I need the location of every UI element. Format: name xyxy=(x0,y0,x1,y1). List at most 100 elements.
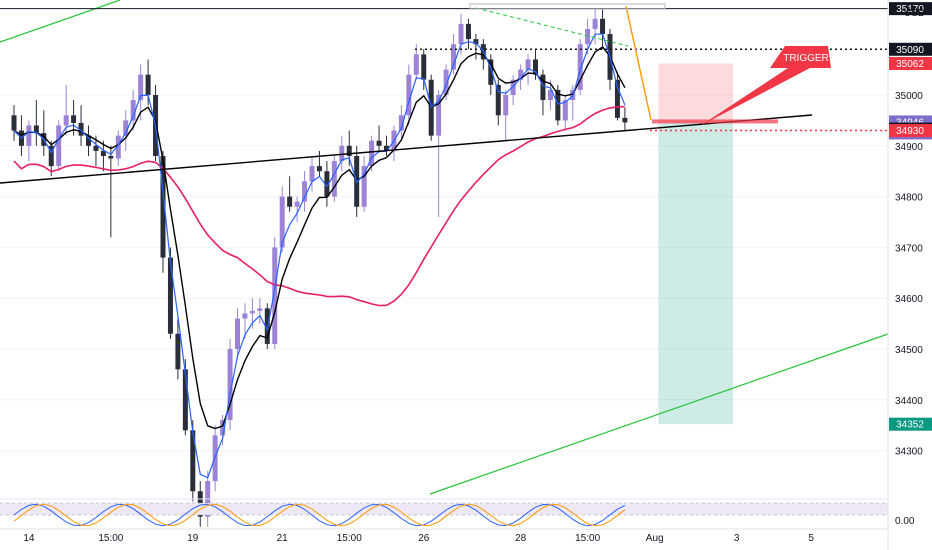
time-axis[interactable]: 14 15:00 19 21 15:00 26 28 15:00 Aug 3 5 xyxy=(0,528,888,544)
channel-line-lower[interactable] xyxy=(429,333,889,495)
candle-body[interactable] xyxy=(585,28,591,45)
candle-body[interactable] xyxy=(562,100,568,121)
osc-k-line xyxy=(13,503,626,527)
candle-body[interactable] xyxy=(473,39,479,45)
price-axis[interactable]: 35000 34900 34800 34700 34600 34500 34400 34300… xyxy=(887,0,932,550)
candle-body[interactable] xyxy=(287,196,293,207)
candle-body[interactable] xyxy=(264,308,270,344)
candle-body[interactable] xyxy=(555,89,561,121)
candle-body[interactable] xyxy=(376,140,382,146)
ema-slow-line xyxy=(13,45,626,430)
candle-body[interactable] xyxy=(33,125,39,134)
candle-body[interactable] xyxy=(190,430,196,492)
support-trendline[interactable] xyxy=(0,114,813,184)
candle-body[interactable] xyxy=(533,59,538,75)
candle-body[interactable] xyxy=(413,54,419,75)
candle-body[interactable] xyxy=(331,161,337,197)
candle-body[interactable] xyxy=(600,18,606,35)
time-tick-label: 19 xyxy=(187,533,199,544)
candle-body[interactable] xyxy=(510,79,516,95)
drawings-layer[interactable]: TRIGGER xyxy=(0,0,889,495)
candle-body[interactable] xyxy=(160,155,166,258)
candle-body[interactable] xyxy=(547,89,553,101)
candle-body[interactable] xyxy=(339,145,345,162)
candle-body[interactable] xyxy=(294,201,300,207)
ema-fast-line xyxy=(13,33,626,479)
candle-body[interactable] xyxy=(384,145,389,151)
candle-body[interactable] xyxy=(227,349,233,421)
candle-body[interactable] xyxy=(71,115,77,123)
candle-body[interactable] xyxy=(115,135,121,159)
callout-box xyxy=(770,46,831,68)
take-profit-zone[interactable] xyxy=(658,122,733,425)
candle-body[interactable] xyxy=(443,69,449,95)
candle-body[interactable] xyxy=(130,100,136,121)
price-tick-label: 34800 xyxy=(895,193,923,204)
time-tick-label: 26 xyxy=(418,533,430,544)
candle-body[interactable] xyxy=(108,155,114,159)
candle-body[interactable] xyxy=(302,181,308,202)
price-badge-35062[interactable] xyxy=(889,57,932,71)
candle-body[interactable] xyxy=(361,166,367,207)
candle-body[interactable] xyxy=(622,117,628,123)
candle-body[interactable] xyxy=(145,74,151,95)
candle-body[interactable] xyxy=(48,145,54,167)
candle-body[interactable] xyxy=(465,23,471,40)
candle-body[interactable] xyxy=(614,79,620,118)
candle-body[interactable] xyxy=(324,171,330,197)
price-badge-label: 35170 xyxy=(896,4,924,15)
price-badge-34352[interactable] xyxy=(889,417,932,431)
candle-body[interactable] xyxy=(525,59,531,70)
oscillator-pane[interactable] xyxy=(0,498,888,527)
plot-area[interactable] xyxy=(0,0,888,550)
candle-body[interactable] xyxy=(518,69,524,80)
candle-body[interactable] xyxy=(11,115,17,131)
price-tick-label: 34300 xyxy=(895,447,923,458)
candle-body[interactable] xyxy=(398,115,404,131)
price-badge-35090[interactable] xyxy=(889,42,932,56)
candle-body[interactable] xyxy=(235,318,240,349)
candle-body[interactable] xyxy=(138,74,144,101)
candle-body[interactable] xyxy=(26,125,32,146)
candle-body[interactable] xyxy=(93,145,99,151)
candle-body[interactable] xyxy=(167,257,173,334)
candle-body[interactable] xyxy=(406,74,412,116)
candle-body[interactable] xyxy=(577,44,583,90)
candle-body[interactable] xyxy=(257,308,263,311)
osc-zero-label: 0.00 xyxy=(895,516,915,527)
candle-body[interactable] xyxy=(86,135,91,146)
candle-body[interactable] xyxy=(458,23,464,45)
candle-body[interactable] xyxy=(488,59,494,85)
candle-body[interactable] xyxy=(182,369,188,431)
candle-body[interactable] xyxy=(369,140,375,167)
candle-body[interactable] xyxy=(495,84,501,116)
candle-body[interactable] xyxy=(123,120,129,136)
candle-body[interactable] xyxy=(249,310,255,314)
candle-body[interactable] xyxy=(436,95,442,136)
candle-body[interactable] xyxy=(220,420,226,436)
candle-body[interactable] xyxy=(540,74,546,101)
candle-body[interactable] xyxy=(421,54,427,80)
candle-body[interactable] xyxy=(100,150,106,156)
price-badge-35170[interactable] xyxy=(889,2,932,16)
candle-body[interactable] xyxy=(503,95,509,116)
candle-body[interactable] xyxy=(451,44,457,70)
candle-body[interactable] xyxy=(63,115,69,126)
channel-line-upper[interactable] xyxy=(0,0,121,43)
candle-body[interactable] xyxy=(175,333,181,370)
candle-body[interactable] xyxy=(242,313,248,319)
candle-body[interactable] xyxy=(272,247,278,344)
candle-body[interactable] xyxy=(309,166,315,182)
candle-body[interactable] xyxy=(592,18,598,29)
price-badge-label: 34352 xyxy=(896,420,924,431)
candle-body[interactable] xyxy=(316,166,322,172)
candle-body[interactable] xyxy=(346,145,352,156)
candle-body[interactable] xyxy=(279,196,285,248)
orange-drop-line[interactable] xyxy=(625,5,652,121)
price-badge-34930[interactable] xyxy=(889,124,932,138)
price-badge-label: 34930 xyxy=(896,126,924,137)
trigger-callout[interactable]: TRIGGER xyxy=(700,46,831,126)
candle-body[interactable] xyxy=(56,125,62,167)
candle-body[interactable] xyxy=(78,122,84,136)
